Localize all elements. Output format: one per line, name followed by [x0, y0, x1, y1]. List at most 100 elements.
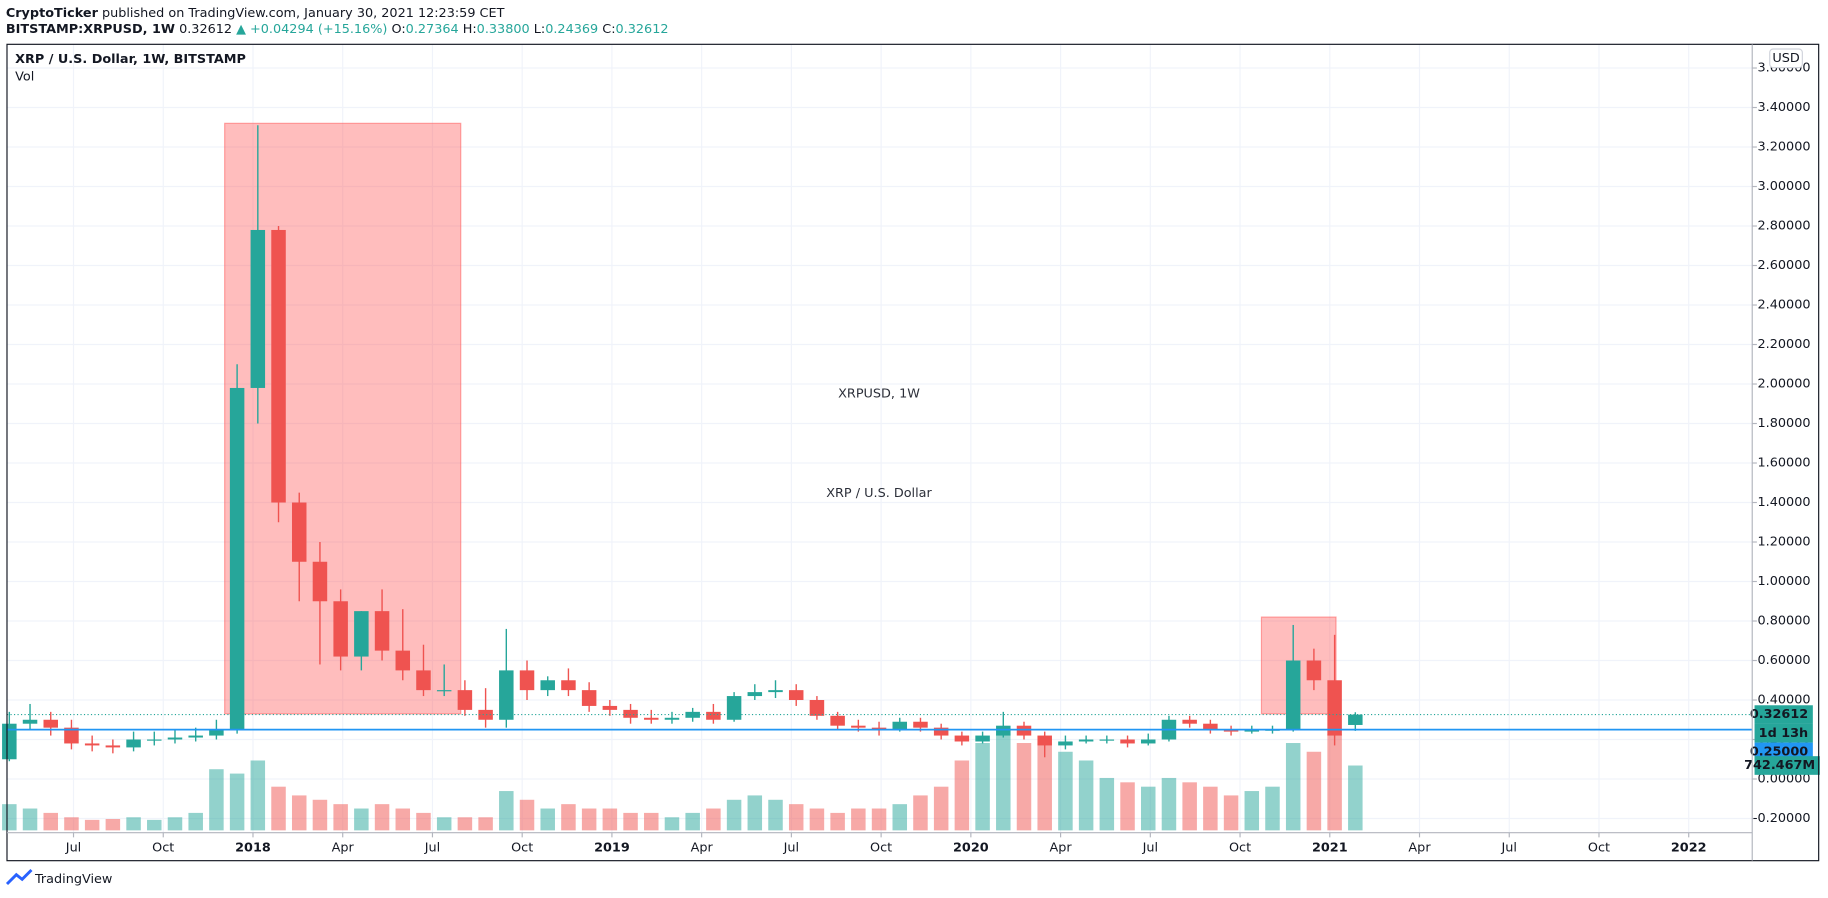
- volume-bar: [1141, 786, 1156, 831]
- x-tick-label: Jul: [424, 840, 440, 855]
- last-price-tag: 0.32612: [1750, 707, 1808, 722]
- x-tick-label: Oct: [511, 840, 533, 855]
- candle-body: [209, 729, 224, 736]
- volume-tag: 742.467M: [1744, 758, 1815, 773]
- candle-body: [84, 743, 100, 746]
- candle-body: [1182, 719, 1197, 724]
- volume-tag-bg: [1754, 756, 1820, 775]
- candle-body: [271, 229, 286, 503]
- y-tick-label: 0.60000: [1758, 653, 1811, 668]
- candle-body: [1037, 735, 1052, 746]
- candle-body: [664, 717, 680, 720]
- volume-bar: [84, 819, 100, 831]
- candle-body: [519, 670, 535, 691]
- x-tick-label: Oct: [1229, 840, 1251, 855]
- x-tick-label: 2020: [953, 840, 989, 855]
- y-tick-label: 3.40000: [1758, 100, 1811, 115]
- volume-bar: [644, 812, 659, 831]
- candle-body: [478, 709, 493, 720]
- x-tick-label: Oct: [152, 840, 174, 855]
- candle-body: [1327, 680, 1342, 736]
- legend-title: XRP / U.S. Dollar, 1W, BITSTAMP: [15, 52, 246, 67]
- volume-bar: [2, 804, 17, 831]
- volume-bar: [1327, 734, 1342, 831]
- volume-bar: [1161, 777, 1177, 831]
- x-tick-label: 2022: [1671, 840, 1707, 855]
- volume-bar: [1016, 743, 1032, 831]
- volume-bar: [1348, 765, 1363, 831]
- o-value: 0.27364: [406, 22, 459, 37]
- candle-body: [2, 723, 17, 760]
- l-label: L:: [534, 22, 545, 37]
- candle-body: [457, 690, 473, 710]
- candle-body: [250, 229, 266, 388]
- candle-body: [333, 601, 348, 657]
- watermark-subtitle: XRP / U.S. Dollar: [826, 486, 932, 501]
- y-tick-label: 2.20000: [1758, 337, 1811, 352]
- candle-body: [436, 690, 452, 692]
- h-value: 0.33800: [477, 22, 530, 37]
- x-tick-label: Oct: [870, 840, 892, 855]
- y-tick-label: 2.40000: [1758, 298, 1811, 313]
- x-tick-label: Jul: [783, 840, 799, 855]
- volume-bar: [1203, 786, 1218, 831]
- candle-body: [374, 611, 390, 651]
- currency-button[interactable]: [1769, 48, 1803, 69]
- volume-bar: [416, 812, 431, 831]
- volume-bar: [685, 812, 700, 831]
- volume-bar: [1306, 751, 1322, 831]
- volume-bar: [768, 799, 783, 831]
- candle-body: [768, 690, 783, 693]
- volume-bar: [1120, 782, 1135, 831]
- chart: -0.200000.000000.200000.400000.600000.80…: [2, 44, 1820, 855]
- last-price: 0.32612: [179, 22, 232, 37]
- c-label: C:: [602, 22, 615, 37]
- volume-bar: [788, 804, 804, 831]
- volume-bar: [933, 786, 949, 831]
- candle-body: [22, 719, 38, 724]
- symbol: BITSTAMP:XRPUSD, 1W: [6, 22, 175, 37]
- h-label: H:: [463, 22, 477, 37]
- candle-body: [1099, 739, 1115, 741]
- candle-body: [1348, 714, 1363, 725]
- candle-body: [623, 709, 638, 718]
- watermark: XRPUSD, 1W: [838, 387, 920, 402]
- candle-body: [954, 735, 970, 742]
- x-tick-label: 2019: [594, 840, 630, 855]
- candle-body: [1306, 660, 1322, 681]
- candle-body: [830, 715, 845, 726]
- countdown-tag: 1d 13h: [1759, 726, 1808, 741]
- candle-body: [1016, 725, 1032, 736]
- y-tick-label: 1.60000: [1758, 456, 1811, 471]
- x-tick-label: Apr: [691, 840, 714, 855]
- candle-body: [581, 690, 597, 706]
- y-tick-label: 1.20000: [1758, 535, 1811, 550]
- volume-bar: [581, 808, 597, 831]
- volume-bar: [1037, 743, 1052, 831]
- volume-bar: [105, 819, 121, 831]
- candle-body: [892, 721, 908, 730]
- l-value: 0.24369: [545, 22, 598, 37]
- x-tick-label: 2018: [235, 840, 271, 855]
- candle-body: [1120, 739, 1135, 744]
- x-tick-label: 2021: [1312, 840, 1348, 855]
- x-tick-label: Jul: [65, 840, 81, 855]
- candle-body: [602, 705, 618, 710]
- volume-bar: [209, 769, 224, 831]
- candle-body: [644, 717, 659, 720]
- volume-bar: [996, 734, 1011, 831]
- candle-body: [706, 711, 721, 720]
- y-tick-label: 0.80000: [1758, 614, 1811, 629]
- volume-bar: [519, 799, 535, 831]
- y-tick-label: 2.80000: [1758, 219, 1811, 234]
- volume-bar: [1078, 760, 1094, 831]
- x-tick-label: Apr: [1050, 840, 1073, 855]
- volume-bar: [540, 808, 555, 831]
- last-price-tag-bg: [1754, 705, 1813, 724]
- y-tick-label: -0.20000: [1753, 811, 1811, 826]
- volume-bar: [975, 743, 990, 831]
- candle-body: [1058, 741, 1073, 746]
- candle-body: [933, 727, 949, 736]
- volume-bar: [333, 804, 348, 831]
